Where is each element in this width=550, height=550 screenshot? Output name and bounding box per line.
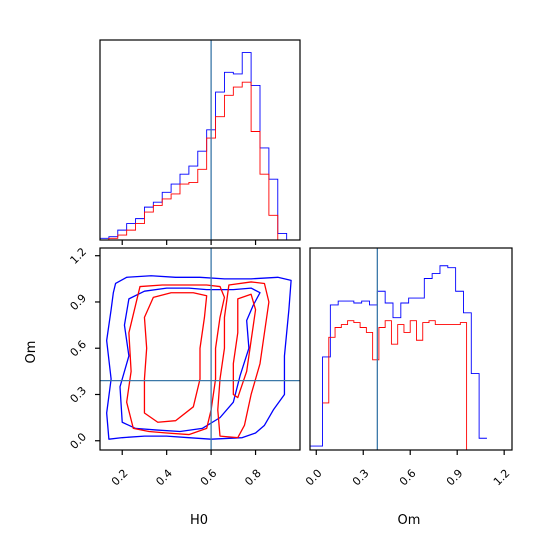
contour-blue-0 [106, 275, 292, 440]
contour-red-4 [217, 281, 270, 439]
hist-h0-frame [99, 39, 301, 241]
contour-red-2 [126, 284, 226, 436]
contour-x-tick-label: 0.6 [198, 467, 220, 489]
om-hist-tick-label: 0.3 [350, 467, 372, 489]
contour-lines [106, 275, 292, 440]
om-hist-tick-label: 0.9 [444, 467, 466, 489]
contour-x-tick-label: 0.2 [109, 467, 131, 489]
contour-y-tick-label: 1.2 [68, 245, 90, 267]
x-axis-label-om: Om [398, 513, 421, 528]
contour-x-tick-label: 0.8 [242, 467, 264, 489]
contour-y-tick-label: 0.6 [68, 338, 90, 360]
contour-frame [99, 247, 301, 451]
contour-y-tick-label: 0.3 [68, 384, 90, 406]
om-hist-tick-label: 0.6 [397, 467, 419, 489]
contour-y-tick-label: 0.9 [68, 292, 90, 314]
h0-hist-red-series [100, 81, 296, 241]
om-hist-tick-label: 1.2 [491, 467, 513, 489]
om-hist-tick-label: 0.0 [303, 467, 325, 489]
hist-om-frame [309, 247, 513, 451]
contour-x-tick-label: 0.4 [153, 467, 175, 489]
x-axis-label-h0: H0 [190, 513, 208, 528]
hist-h0-panel [99, 39, 301, 245]
contour-h0-om-panel: 0.2 0.4 0.6 0.8 0.0 0.3 0.6 0.9 1.2 [68, 245, 301, 489]
contour-blue-1 [119, 287, 261, 433]
hist-om-panel: 0.0 0.3 0.6 0.9 1.2 [303, 247, 513, 489]
contour-red-5 [232, 293, 257, 399]
om-hist-red-series [322, 320, 473, 451]
h0-hist-blue-series [100, 52, 296, 241]
contour-y-tick-label: 0.0 [68, 430, 90, 452]
om-hist-blue-series [310, 265, 487, 447]
y-axis-label-om: Om [24, 341, 39, 364]
contour-red-3 [143, 292, 208, 423]
